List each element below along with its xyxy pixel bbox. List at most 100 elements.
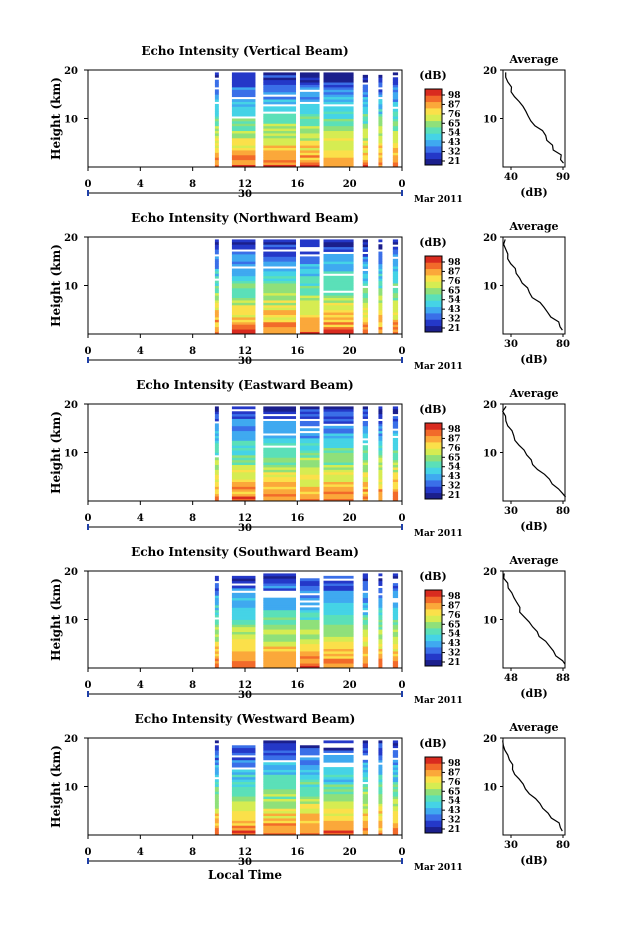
heatmap-cell (392, 120, 399, 124)
heatmap (214, 239, 399, 335)
heatmap-cell (323, 406, 354, 410)
heatmap-cell (378, 416, 383, 419)
heatmap-cell (323, 319, 354, 323)
heatmap-cell (392, 454, 399, 458)
heatmap-cell (392, 462, 399, 466)
heatmap-cell (392, 111, 399, 115)
heatmap-cell (392, 440, 399, 444)
heatmap-cell (392, 607, 399, 611)
heatmap-cell (392, 450, 399, 453)
y-tick-label: 20 (64, 734, 78, 745)
heatmap-cell (231, 476, 256, 480)
heatmap-cell (231, 133, 256, 136)
heatmap-cell (299, 636, 320, 640)
heatmap-cell (231, 128, 256, 132)
heatmap-cell (323, 297, 354, 301)
heatmap-cell (231, 314, 256, 318)
x-tick-label: 0 (85, 179, 92, 190)
heatmap-cell (263, 99, 297, 102)
heatmap-cell (378, 660, 383, 664)
colorbar-step (425, 89, 442, 96)
heatmap-cell (392, 648, 399, 652)
y-tick-label: 10 (64, 115, 78, 126)
heatmap-cell (392, 658, 399, 662)
heatmap-cell (263, 72, 297, 76)
heatmap-cell (378, 321, 383, 325)
heatmap-cell (214, 295, 219, 299)
heatmap-cell (362, 249, 368, 252)
colorbar-step (425, 628, 442, 635)
heatmap-cell (263, 101, 297, 105)
heatmap-cell (392, 641, 399, 645)
heatmap-cell (362, 106, 368, 110)
heatmap-cell (392, 467, 399, 470)
heatmap-cell (323, 629, 354, 633)
heatmap-cell (392, 246, 399, 250)
heatmap-cell (392, 798, 399, 802)
heatmap-cell (362, 135, 368, 139)
heatmap-cell (299, 72, 320, 76)
heatmap-cell (263, 832, 297, 836)
heatmap-cell (323, 600, 354, 603)
heatmap-cell (378, 145, 383, 148)
heatmap-cell (231, 467, 256, 470)
heatmap-cell (378, 786, 383, 790)
heatmap-cell (323, 791, 354, 795)
heatmap-cell (362, 587, 368, 591)
heatmap-cell (231, 641, 256, 645)
heatmap-cell (231, 452, 256, 456)
heatmap-cell (378, 464, 383, 468)
heatmap-cell (299, 428, 320, 432)
heatmap-cell (231, 607, 256, 611)
y-tick-label: 10 (64, 282, 78, 293)
heatmap-cell (378, 103, 383, 107)
heatmap-cell (214, 648, 219, 652)
heatmap-cell (299, 84, 320, 88)
heatmap-cell (214, 820, 219, 824)
heatmap-cell (214, 771, 219, 775)
heatmap-cell (214, 103, 219, 107)
heatmap-cell (378, 764, 383, 768)
colorbar-step (425, 782, 442, 790)
panel-3: Echo Intensity (Eastward Beam)1020Height… (49, 378, 570, 539)
colorbar-tick-label: 87 (448, 267, 461, 277)
heatmap-cell (323, 452, 354, 456)
heatmap-cell (378, 604, 383, 608)
heatmap-cell (323, 253, 354, 257)
colorbar-tick-label: 43 (448, 472, 461, 482)
heatmap-cell (323, 459, 354, 463)
heatmap-cell (362, 602, 368, 606)
heatmap-cell (299, 471, 320, 475)
heatmap-cell (378, 135, 383, 139)
heatmap-cell (299, 759, 320, 763)
heatmap-cell (392, 164, 399, 168)
heatmap-cell (392, 636, 399, 640)
heatmap-cell (378, 442, 383, 446)
heatmap-cell (362, 585, 368, 589)
heatmap-cell (392, 479, 399, 482)
heatmap-cell (362, 239, 368, 243)
heatmap-cell (263, 285, 297, 289)
heatmap-cell (323, 445, 354, 449)
heatmap-cell (299, 300, 320, 303)
heatmap-cell (362, 324, 368, 328)
heatmap-cell (362, 464, 368, 468)
heatmap-cell (231, 825, 256, 829)
heatmap-cell (231, 137, 256, 141)
x-tick-label: 16 (290, 346, 304, 357)
heatmap-cell (378, 808, 383, 812)
heatmap-cell (263, 648, 297, 652)
heatmap-cell (214, 788, 219, 792)
heatmap-cell (392, 740, 399, 744)
colorbar-tick-label: 65 (448, 787, 461, 797)
heatmap-cell (299, 140, 320, 144)
colorbar-step (425, 133, 442, 141)
colorbar-unit: (dB) (419, 403, 446, 416)
heatmap-cell (362, 120, 368, 124)
heatmap-cell (392, 319, 399, 323)
heatmap-cell (392, 573, 399, 577)
heatmap-cell (362, 486, 368, 490)
heatmap-cell (263, 825, 297, 829)
heatmap-cell (392, 416, 399, 419)
heatmap-cell (214, 609, 219, 613)
